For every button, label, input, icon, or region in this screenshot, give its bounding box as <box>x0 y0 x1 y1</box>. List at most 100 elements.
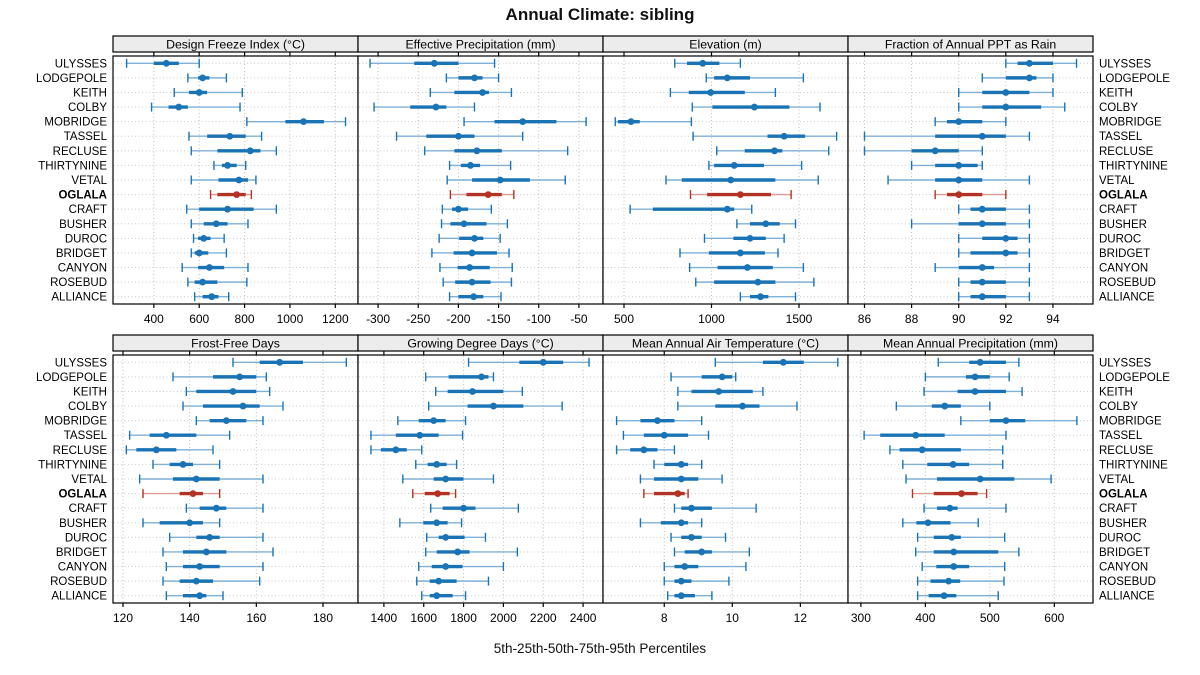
strip-title: Growing Degree Days (°C) <box>407 337 553 351</box>
median-dot <box>978 278 986 286</box>
tick-label: 2000 <box>490 611 517 625</box>
median-dot <box>780 132 788 140</box>
median-dot <box>467 162 474 169</box>
site-label-right: DUROC <box>1099 532 1141 544</box>
median-dot <box>955 118 963 126</box>
site-label-right: CRAFT <box>1099 503 1137 515</box>
median-dot <box>206 264 213 271</box>
median-dot <box>971 373 979 381</box>
site-label-right: BRIDGET <box>1099 248 1150 260</box>
site-label-right: LODGEPOLE <box>1099 372 1170 384</box>
site-label-right: VETAL <box>1099 474 1135 486</box>
median-dot <box>473 147 481 155</box>
median-dot <box>978 293 986 301</box>
site-label-left: KEITH <box>73 87 107 99</box>
tick-label: 400 <box>144 312 164 326</box>
median-dot <box>688 504 695 512</box>
site-label-right: TASSEL <box>1099 131 1143 143</box>
site-label-right: CRAFT <box>1099 204 1137 216</box>
median-dot <box>699 59 707 67</box>
site-label-left: KEITH <box>73 386 107 398</box>
tick-label: -300 <box>366 312 390 326</box>
median-dot <box>162 431 170 439</box>
median-dot <box>484 191 492 198</box>
site-label-left: CRAFT <box>69 503 107 515</box>
median-dot <box>162 59 170 67</box>
site-label-right: BRIDGET <box>1099 547 1150 559</box>
median-dot <box>454 548 461 556</box>
median-dot <box>539 358 547 366</box>
median-dot <box>469 388 476 395</box>
site-label-left: OGLALA <box>58 489 107 501</box>
median-dot <box>471 234 478 242</box>
median-dot <box>950 548 958 556</box>
median-dot <box>200 234 208 242</box>
site-label-left: BUSHER <box>59 518 107 530</box>
median-dot <box>212 504 220 512</box>
median-dot <box>186 519 194 527</box>
site-label-left: CRAFT <box>69 204 107 216</box>
median-dot <box>1002 89 1010 96</box>
site-label-left: VETAL <box>71 175 107 187</box>
tick-label: 180 <box>313 611 333 625</box>
site-label-right: KEITH <box>1099 386 1133 398</box>
median-dot <box>519 118 527 126</box>
median-dot <box>958 490 965 497</box>
median-dot <box>723 205 731 213</box>
median-dot <box>479 89 486 96</box>
tick-label: 88 <box>905 312 919 326</box>
median-dot <box>918 446 926 454</box>
site-label-left: CANYON <box>58 562 107 574</box>
median-dot <box>736 249 744 257</box>
site-label-left: ALLIANCE <box>51 591 107 603</box>
site-label-right: TASSEL <box>1099 430 1143 442</box>
median-dot <box>236 373 244 381</box>
site-label-right: CANYON <box>1099 562 1148 574</box>
median-dot <box>754 278 762 286</box>
site-label-right: THIRTYNINE <box>1099 160 1168 172</box>
tick-label: -150 <box>487 312 511 326</box>
site-label-left: THIRTYNINE <box>38 459 107 471</box>
tick-label: 1000 <box>698 312 725 326</box>
median-dot <box>945 577 952 585</box>
site-label-left: COLBY <box>68 401 107 413</box>
median-dot <box>955 191 963 198</box>
median-dot <box>640 446 648 454</box>
median-dot <box>455 205 462 213</box>
median-dot <box>434 490 442 497</box>
median-dot <box>976 475 984 483</box>
median-dot <box>654 417 661 425</box>
median-dot <box>912 431 920 439</box>
site-label-left: BRIDGET <box>56 248 107 260</box>
median-dot <box>416 431 424 439</box>
tick-label: 2200 <box>530 611 557 625</box>
tick-label: -100 <box>527 312 551 326</box>
site-label-left: LODGEPOLE <box>36 73 107 85</box>
median-dot <box>229 388 237 395</box>
median-dot <box>235 176 243 184</box>
median-dot <box>192 577 200 585</box>
median-dot <box>723 74 731 82</box>
site-label-left: COLBY <box>68 102 107 114</box>
median-dot <box>179 461 187 468</box>
tick-label: 1400 <box>371 611 398 625</box>
median-dot <box>762 220 770 228</box>
median-dot <box>430 59 438 67</box>
site-label-right: CANYON <box>1099 263 1148 275</box>
tick-label: 90 <box>952 312 966 326</box>
median-dot <box>1025 74 1033 82</box>
median-dot <box>471 74 478 82</box>
median-dot <box>677 577 685 585</box>
tick-label: -200 <box>446 312 470 326</box>
site-label-left: LODGEPOLE <box>36 372 107 384</box>
median-dot <box>152 446 160 454</box>
median-dot <box>239 402 247 410</box>
median-dot <box>496 176 504 184</box>
site-label-left: THIRTYNINE <box>38 160 107 172</box>
median-dot <box>971 388 979 395</box>
median-dot <box>195 249 203 257</box>
median-dot <box>627 118 635 126</box>
median-dot <box>466 264 474 271</box>
site-label-left: RECLUSE <box>53 445 108 457</box>
tick-label: 160 <box>246 611 266 625</box>
